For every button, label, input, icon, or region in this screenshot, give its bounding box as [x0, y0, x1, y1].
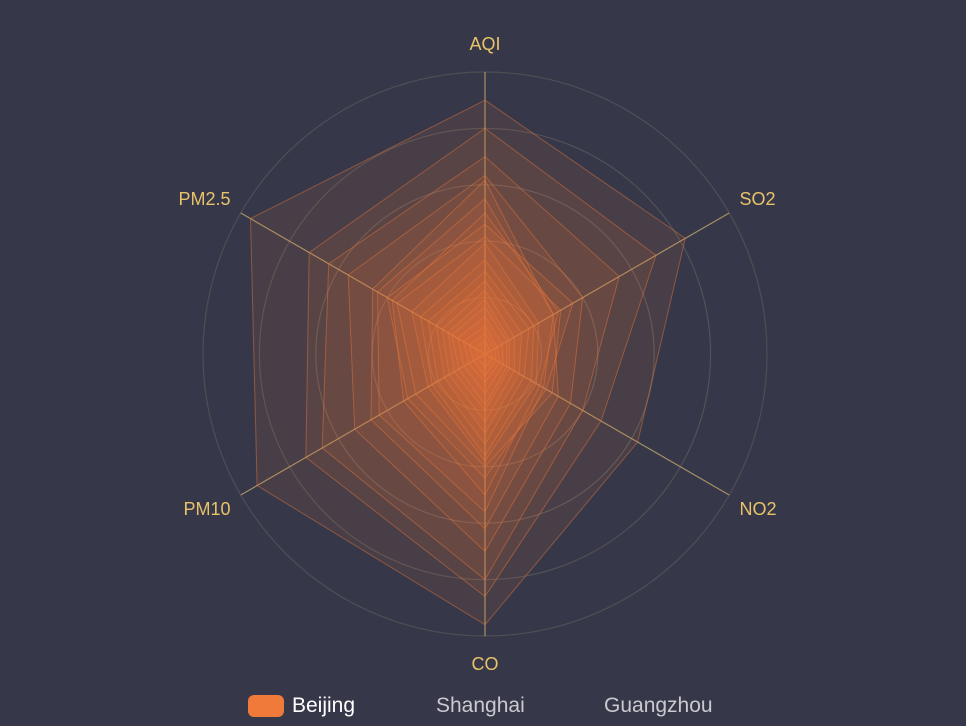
- axis-line-pm10: [240, 353, 486, 496]
- axis-label-no2: NO2: [739, 499, 776, 519]
- legend: Beijing Shanghai Guangzhou: [0, 688, 966, 724]
- legend-item-beijing[interactable]: Beijing: [248, 688, 355, 724]
- radar-area-2: [305, 127, 657, 598]
- axis-line-no2: [484, 353, 730, 496]
- radar-area-18: [462, 325, 501, 383]
- radar-area-8: [386, 223, 574, 479]
- radar-series-beijing[interactable]: [249, 99, 686, 626]
- radar-area-10: [411, 242, 540, 463]
- legend-label-guangzhou: Guangzhou: [604, 694, 713, 717]
- radar-area-17: [457, 315, 504, 395]
- radar-area-5: [370, 179, 559, 530]
- axis-line-so2: [484, 212, 730, 355]
- radar-axes: [240, 72, 730, 636]
- radar-area-1: [249, 99, 686, 626]
- radar-plot-area: AQI SO2 NO2 CO PM10 PM2.5: [179, 34, 777, 674]
- legend-label-beijing: Beijing: [292, 694, 356, 717]
- radar-area-6: [376, 198, 554, 513]
- radar-axis-labels: AQI SO2 NO2 CO PM10 PM2.5: [179, 34, 777, 674]
- radar-area-15: [447, 298, 510, 412]
- legend-label-shanghai: Shanghai: [436, 694, 525, 717]
- radar-area-14: [441, 289, 515, 423]
- radar-area-11: [419, 259, 535, 457]
- radar-area-20: [474, 339, 493, 369]
- axis-label-co: CO: [472, 654, 499, 674]
- radar-area-9: [396, 235, 562, 468]
- axis-label-pm10: PM10: [184, 499, 231, 519]
- radar-area-19: [468, 332, 497, 378]
- legend-swatch-beijing: [248, 695, 284, 717]
- radar-area-7: [391, 212, 559, 496]
- axis-label-pm25: PM2.5: [179, 189, 231, 209]
- radar-area-13: [435, 279, 523, 434]
- legend-item-shanghai[interactable]: Shanghai: [436, 688, 525, 724]
- radar-area-12: [427, 270, 530, 446]
- radar-area-16: [451, 306, 508, 406]
- legend-item-guangzhou[interactable]: Guangzhou: [604, 688, 713, 724]
- radar-area-4: [347, 174, 584, 553]
- axis-line-pm25: [240, 212, 486, 355]
- axis-label-so2: SO2: [739, 189, 775, 209]
- axis-label-aqi: AQI: [469, 34, 500, 54]
- radar-area-3: [321, 155, 620, 581]
